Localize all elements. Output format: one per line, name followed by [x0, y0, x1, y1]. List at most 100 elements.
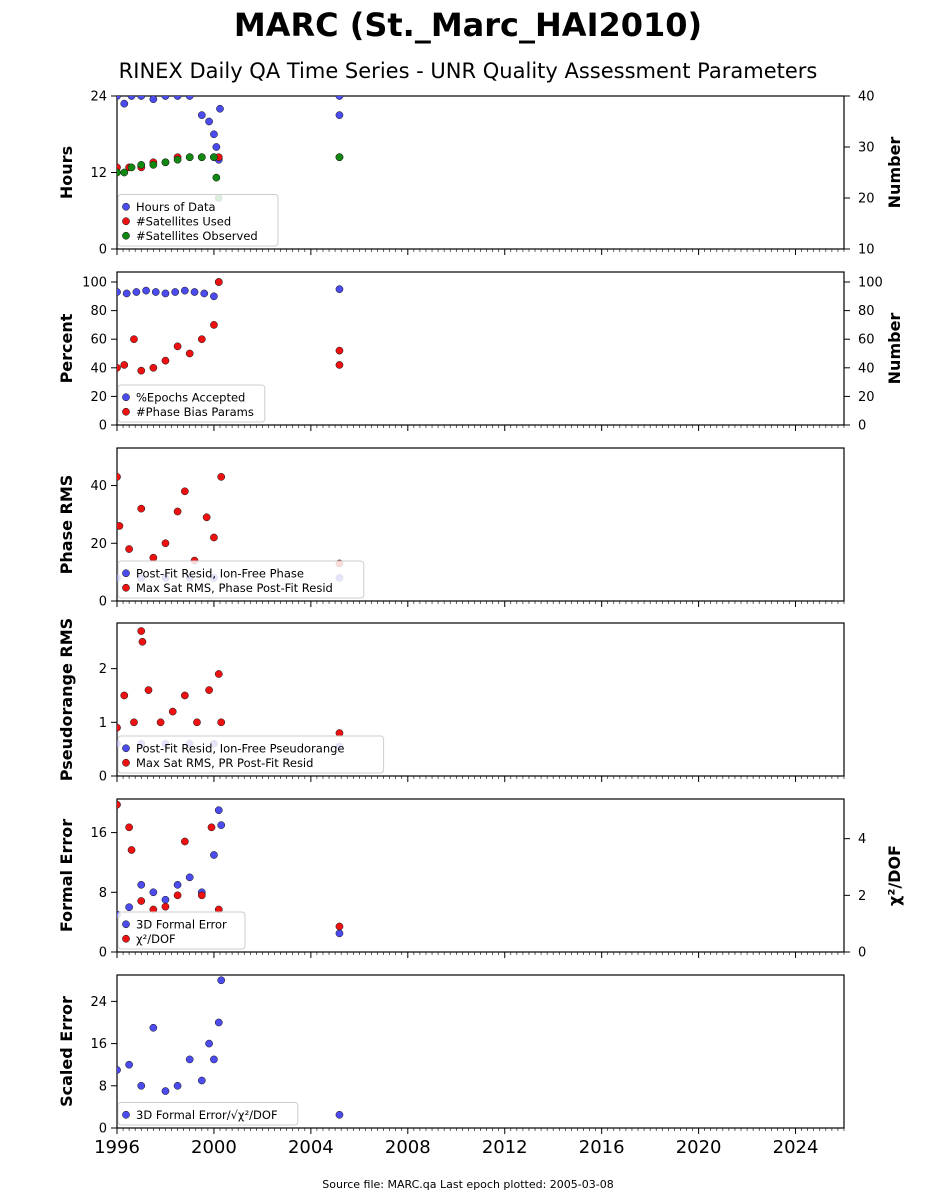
legend-box: [117, 560, 365, 599]
data-point-2: [173, 891, 182, 900]
data-point-2: [120, 691, 129, 700]
data-point-2: [120, 361, 129, 369]
data-point-1: [161, 895, 170, 904]
legend-label: #Phase Bias Params: [136, 405, 254, 419]
data-point-2: [335, 361, 344, 369]
data-point-2: [210, 321, 218, 329]
y-tick-label: 20: [90, 537, 107, 552]
legend-marker: [122, 1110, 130, 1119]
y-right-tick-label: 60: [858, 333, 875, 348]
data-point-2: [125, 545, 133, 553]
data-point-1: [173, 880, 182, 889]
data-point-2: [217, 718, 226, 727]
y-right-axis-label: Number: [885, 137, 904, 209]
y-right-tick-label: 100: [858, 276, 883, 291]
legend-marker: [122, 393, 130, 402]
legend-marker: [122, 583, 130, 592]
legend-marker: [122, 758, 130, 767]
data-point-1: [335, 929, 344, 938]
data-point-3: [173, 155, 182, 164]
y-right-tick-label: 2: [858, 889, 866, 904]
data-point-3: [335, 153, 344, 162]
x-tick-label: 2020: [676, 1137, 722, 1158]
data-point-1: [161, 1087, 170, 1095]
y-right-tick-label: 0: [858, 419, 866, 434]
series-points: [117, 627, 344, 751]
data-point-1: [125, 903, 133, 912]
y-tick-label: 20: [90, 390, 107, 405]
data-point-1: [149, 888, 158, 897]
data-point-1: [173, 96, 182, 100]
data-point-1: [117, 1066, 121, 1074]
data-point-2: [202, 513, 211, 522]
footer-source: Source file: MARC.qa Last epoch plotted:…: [322, 1178, 613, 1191]
data-point-1: [214, 806, 223, 815]
data-point-1: [185, 1055, 194, 1064]
data-point-1: [117, 288, 121, 296]
data-point-1: [200, 289, 209, 298]
data-point-1: [161, 96, 170, 100]
x-tick-label: 2004: [288, 1137, 334, 1158]
data-point-2: [181, 487, 189, 496]
data-point-1: [335, 285, 344, 294]
legend-marker: [122, 407, 130, 416]
data-point-1: [217, 821, 226, 829]
y-tick-label: 2: [99, 662, 107, 677]
data-point-2: [149, 553, 158, 562]
legend-marker: [122, 217, 130, 226]
legend-label: 3D Formal Error: [136, 917, 227, 931]
y-tick-label: 40: [90, 479, 107, 494]
data-point-1: [214, 1018, 223, 1027]
data-point-2: [168, 707, 177, 716]
panel-4: 0 1 2 Pseudorange RMS Post-Fit Resid, Ion-Fr…: [57, 618, 845, 785]
panel-2: 0 20 40 60 80 100 0 20 40 60 80 100 Percent Number %Ep…: [57, 271, 904, 434]
data-point-1: [173, 1081, 182, 1090]
legend-label: Max Sat RMS, PR Post-Fit Resid: [136, 756, 313, 770]
data-point-3: [149, 161, 158, 169]
data-point-3: [197, 153, 206, 162]
legend-label: 3D Formal Error/√χ²/DOF: [136, 1108, 278, 1122]
data-point-2: [125, 823, 133, 832]
data-point-2: [197, 335, 206, 344]
legend-label: Hours of Data: [136, 200, 216, 214]
data-point-3: [127, 163, 136, 172]
data-point-2: [335, 346, 344, 355]
data-point-2: [130, 718, 138, 727]
panel-3: 0 20 40 Phase RMS Post-Fit Resid, Ion-Free P…: [57, 447, 845, 610]
legend: 3D Formal Error/√χ²/DOF: [117, 1102, 299, 1126]
data-point-1: [210, 851, 218, 859]
data-point-2: [156, 718, 165, 727]
data-point-2: [137, 504, 146, 513]
data-point-2: [117, 473, 121, 481]
y-tick-label: 1: [99, 716, 107, 731]
data-point-1: [117, 96, 121, 100]
y-axis-label: Formal Error: [57, 819, 76, 932]
chart-title: MARC (St._Marc_HAI2010): [234, 6, 702, 44]
data-point-2: [205, 686, 213, 694]
y-right-tick-label: 30: [858, 141, 875, 156]
y-axis-label: Pseudorange RMS: [57, 618, 76, 781]
data-point-1: [185, 873, 194, 882]
data-point-3: [185, 153, 194, 162]
data-point-1: [132, 288, 141, 296]
y-right-tick-label: 20: [858, 192, 875, 207]
x-tick-label: 2024: [773, 1137, 819, 1158]
data-point-1: [210, 130, 218, 139]
legend-box: [117, 911, 246, 950]
data-point-2: [214, 278, 223, 286]
data-point-1: [210, 292, 218, 301]
data-point-2: [207, 823, 216, 832]
legend-marker: [122, 920, 130, 929]
legend-box: [117, 735, 385, 774]
data-point-3: [161, 158, 170, 167]
y-tick-label: 0: [99, 595, 107, 610]
y-tick-label: 8: [99, 1079, 107, 1094]
y-tick-label: 80: [90, 304, 107, 319]
data-point-1: [125, 1060, 133, 1069]
y-right-tick-label: 4: [858, 832, 866, 847]
data-point-2: [161, 539, 170, 548]
